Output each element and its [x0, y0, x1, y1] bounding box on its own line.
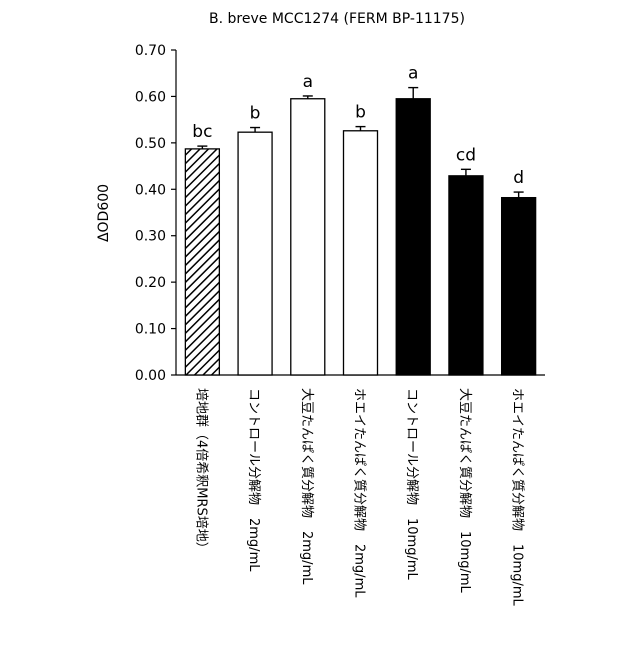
y-tick-label: 0.20 [135, 275, 166, 291]
bar [185, 149, 219, 375]
bar [344, 131, 378, 375]
chart-title: B. breve MCC1274 (FERM BP-11175) [209, 11, 465, 27]
bar [396, 99, 430, 375]
category-label: コントロール分解物 2mg/mL [246, 388, 261, 572]
y-tick-label: 0.40 [135, 182, 166, 198]
category-label: ホエイたんぱく質分解物 10mg/mL [510, 388, 525, 607]
category-label: 培地群（4倍希釈MRS培地） [193, 388, 209, 555]
y-tick-label: 0.60 [135, 89, 166, 105]
significance-label: d [513, 168, 524, 188]
significance-label: bc [192, 122, 212, 142]
significance-label: cd [456, 145, 476, 165]
y-axis-label: ΔOD600 [96, 184, 112, 242]
bar [238, 132, 272, 375]
bar [291, 99, 325, 375]
plot-area: 0.00 0.10 0.20 0.30 0.40 0.50 0.60 0.70 bc 培地群（4倍… [135, 43, 545, 607]
category-label: コントロール分解物 10mg/mL [404, 388, 419, 581]
y-tick-label: 0.70 [135, 43, 166, 59]
bar [449, 176, 483, 375]
significance-label: a [408, 64, 418, 84]
y-tick-label: 0.00 [135, 368, 166, 384]
category-label: ホエイたんぱく質分解物 2mg/mL [352, 388, 367, 598]
significance-label: b [355, 103, 366, 123]
significance-label: a [303, 72, 313, 92]
y-tick-label: 0.10 [135, 322, 166, 338]
y-tick-label: 0.30 [135, 229, 166, 245]
y-tick-label: 0.50 [135, 136, 166, 152]
category-label: 大豆たんぱく質分解物 10mg/mL [457, 388, 472, 594]
bar [502, 198, 536, 375]
category-label: 大豆たんぱく質分解物 2mg/mL [299, 388, 314, 585]
significance-label: b [250, 104, 261, 124]
